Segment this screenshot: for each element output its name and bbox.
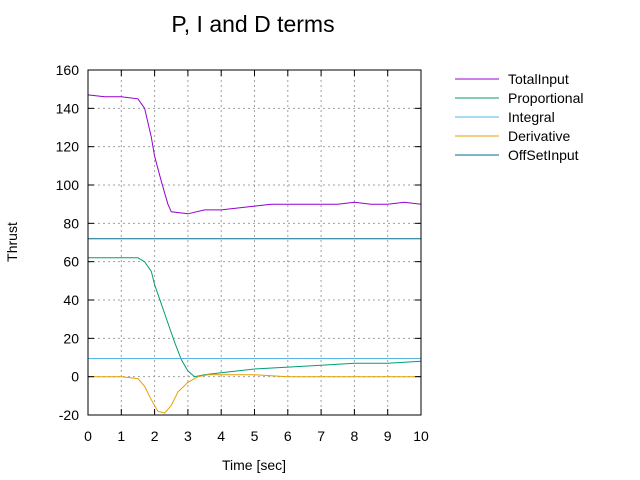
chart-title: P, I and D terms [171, 11, 334, 37]
x-tick-label: 4 [217, 428, 225, 444]
y-ticks: -20 0 20 40 60 80 100 120 140 160 [56, 62, 421, 423]
x-tick-label: 1 [117, 428, 125, 444]
legend-label: OffSetInput [508, 147, 579, 163]
legend-label: TotalInput [508, 71, 569, 87]
y-tick-label: 140 [56, 100, 80, 116]
y-axis-label: Thrust [4, 222, 20, 262]
y-tick-label: 0 [71, 369, 79, 385]
y-tick-label: 20 [63, 330, 79, 346]
y-tick-label: -20 [59, 407, 79, 423]
legend-label: Derivative [508, 128, 570, 144]
x-tick-label: 3 [184, 428, 192, 444]
x-tick-label: 0 [84, 428, 92, 444]
series-line-proportional [88, 257, 422, 378]
y-tick-label: 40 [63, 292, 79, 308]
y-tick-label: 60 [63, 254, 79, 270]
legend-label: Proportional [508, 90, 584, 106]
series-line-derivative [88, 374, 421, 414]
x-ticks: 0 1 2 3 4 5 6 7 8 9 10 [84, 70, 429, 444]
y-tick-label: 80 [63, 215, 79, 231]
x-axis-label: Time [sec] [222, 457, 286, 473]
series-line-totalinput [87, 94, 422, 215]
y-tick-label: 100 [56, 177, 80, 193]
legend-label: Integral [508, 109, 555, 125]
series-layer [87, 94, 422, 414]
x-tick-label: 9 [384, 428, 392, 444]
y-tick-label: 160 [56, 62, 80, 78]
x-tick-label: 7 [317, 428, 325, 444]
x-tick-label: 5 [251, 428, 259, 444]
x-tick-label: 8 [351, 428, 359, 444]
legend: TotalInput Proportional Integral Derivative… [455, 71, 584, 163]
x-tick-label: 6 [284, 428, 292, 444]
x-tick-label: 2 [151, 428, 159, 444]
grid [88, 70, 421, 415]
x-tick-label: 10 [413, 428, 429, 444]
y-tick-label: 120 [56, 139, 80, 155]
